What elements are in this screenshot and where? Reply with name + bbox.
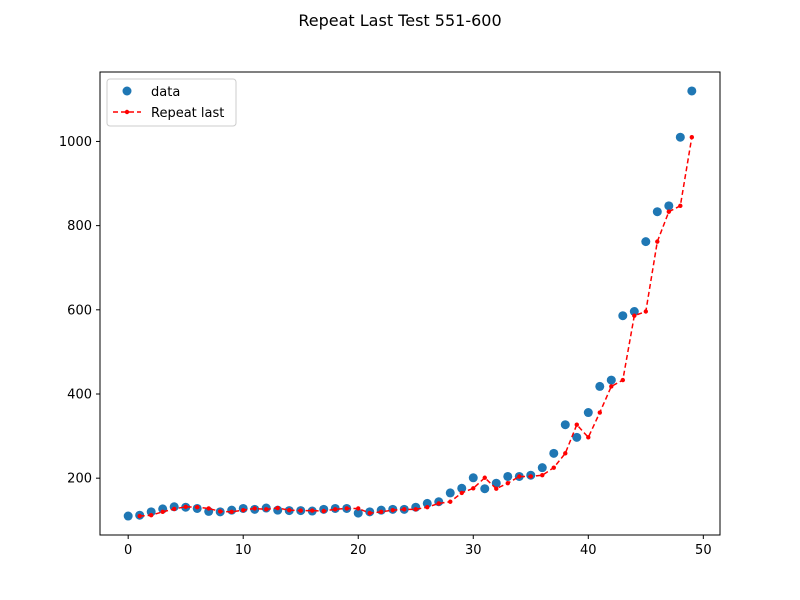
data-point: [687, 86, 697, 96]
data-point: [618, 311, 628, 321]
repeat-last-point: [563, 451, 568, 456]
legend-repeat-last-marker: [124, 109, 130, 115]
repeat-last-point: [252, 506, 257, 511]
legend-data-marker: [122, 86, 132, 96]
y-tick-label: 1000: [59, 135, 92, 150]
repeat-last-point: [482, 475, 487, 480]
legend-label-repeat-last: Repeat last: [151, 106, 224, 121]
repeat-last-point: [356, 506, 361, 511]
repeat-last-point: [505, 481, 510, 486]
data-point: [664, 201, 674, 211]
data-point: [353, 508, 363, 518]
repeat-last-point: [574, 422, 579, 427]
repeat-last-point: [148, 513, 154, 518]
repeat-last-point: [609, 384, 614, 389]
axes-frame: [99, 71, 721, 536]
repeat-last-point: [459, 490, 464, 496]
repeat-last-point: [494, 486, 499, 491]
repeat-last-point: [425, 505, 430, 510]
repeat-last-point: [528, 474, 533, 479]
repeat-last-point: [333, 507, 338, 512]
x-tick-label: 50: [695, 543, 712, 558]
y-tick-label: 800: [67, 219, 92, 234]
legend-box: [106, 78, 237, 127]
repeat-last-point: [264, 507, 269, 512]
repeat-last-point: [632, 313, 637, 318]
legend: data Repeat last: [106, 78, 237, 127]
data-point: [549, 448, 559, 458]
repeat-last-point: [390, 507, 395, 513]
repeat-last-point: [160, 509, 165, 515]
data-point: [606, 375, 616, 385]
data-point: [491, 478, 501, 488]
repeat-last-point: [229, 509, 234, 515]
data-point: [629, 306, 639, 316]
data-point: [595, 381, 605, 391]
repeat-last-point: [666, 209, 672, 214]
repeat-last-point: [218, 509, 223, 514]
repeat-last-point: [597, 410, 602, 415]
x-tick-label: 0: [124, 543, 132, 558]
repeat-last-point: [206, 506, 211, 511]
y-tick-label: 400: [67, 387, 92, 402]
repeat-last-point: [678, 203, 683, 209]
repeat-last-point: [540, 473, 545, 478]
repeat-last-point: [321, 508, 326, 514]
x-tick-label: 40: [580, 543, 597, 558]
data-point: [457, 483, 467, 493]
repeat-last-point: [310, 508, 315, 513]
repeat-last-point: [183, 504, 188, 509]
repeat-last-point: [413, 507, 418, 512]
repeat-last-point: [287, 507, 292, 513]
data-point: [480, 484, 490, 494]
data-point: [445, 488, 455, 498]
repeat-last-point: [137, 513, 142, 519]
repeat-last-point: [448, 499, 453, 504]
repeat-last-point: [298, 508, 303, 513]
x-tick-label: 10: [235, 543, 252, 558]
repeat-last-point: [551, 465, 556, 470]
repeat-last-point: [171, 506, 177, 512]
plot-area: 0 10 20 30 40 50 200 400 600 800 1000: [59, 71, 721, 558]
repeat-last-point: [367, 510, 372, 516]
data-point: [468, 473, 478, 483]
repeat-last-point: [655, 239, 660, 244]
data-point: [422, 498, 432, 508]
data-point: [537, 463, 547, 473]
x-tick-label: 20: [350, 543, 367, 558]
data-point: [641, 237, 651, 247]
y-tick-label: 600: [67, 303, 92, 318]
data-point: [560, 420, 570, 430]
repeat-last-point: [379, 509, 384, 515]
data-point: [123, 511, 133, 521]
x-tick-label: 30: [465, 543, 482, 558]
repeat-last-point: [402, 507, 407, 512]
y-tick-label: 200: [67, 472, 92, 487]
repeat-last-point: [471, 486, 476, 491]
data-point: [583, 408, 593, 418]
data-point: [652, 207, 662, 217]
repeat-last-point: [643, 309, 649, 314]
repeat-last-point: [275, 505, 280, 511]
data-point: [503, 471, 513, 481]
repeat-last-point: [194, 505, 200, 510]
chart-title: Repeat Last Test 551-600: [298, 11, 501, 30]
repeat-last-point: [586, 435, 591, 440]
repeat-last-point: [689, 135, 695, 140]
legend-label-data: data: [151, 85, 180, 100]
data-point: [572, 432, 582, 442]
repeat-last-point: [620, 377, 626, 383]
data-point: [146, 507, 156, 517]
repeat-last-point: [241, 507, 246, 513]
repeat-last-point: [344, 506, 349, 511]
repeat-last-point: [436, 501, 441, 506]
data-point: [675, 132, 685, 142]
repeat-last-point: [517, 474, 522, 479]
